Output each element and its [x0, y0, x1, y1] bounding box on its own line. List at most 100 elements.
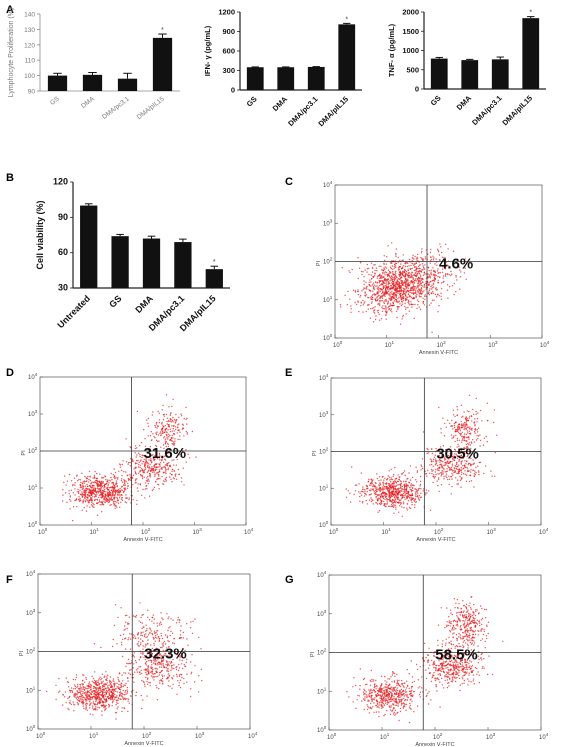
- event-dot: [428, 274, 431, 276]
- event-dot: [406, 262, 408, 264]
- event-dot: [404, 498, 406, 500]
- event-dot: [406, 283, 408, 285]
- event-dot: [468, 428, 471, 430]
- event-dot: [111, 479, 113, 481]
- event-dot: [384, 486, 386, 488]
- event-dot: [447, 297, 449, 299]
- event-dot: [406, 492, 408, 494]
- event-dot: [160, 467, 163, 469]
- event-dot: [110, 686, 112, 688]
- event-dot: [178, 674, 181, 676]
- event-dot: [176, 675, 178, 678]
- event-dot: [113, 691, 115, 693]
- event-dot: [375, 482, 377, 485]
- event-dot: [167, 438, 169, 440]
- y-tick-label: 103: [323, 218, 333, 227]
- x-tick-label: 103: [488, 340, 498, 349]
- event-dot: [155, 433, 158, 436]
- event-dot: [123, 684, 125, 686]
- y-tick-exponent: 1: [330, 295, 333, 300]
- event-dot: [92, 492, 95, 494]
- event-dot: [424, 492, 427, 494]
- event-dot: [102, 703, 105, 705]
- event-dot: [178, 667, 181, 669]
- event-dot: [390, 296, 393, 299]
- event-dot: [373, 311, 375, 313]
- event-dot: [89, 703, 91, 706]
- event-dot: [155, 463, 158, 465]
- event-dot: [378, 488, 380, 490]
- event-dot: [402, 480, 405, 483]
- event-dot: [89, 700, 91, 703]
- event-dot: [405, 481, 407, 483]
- event-dot: [101, 495, 103, 497]
- event-dot: [411, 276, 413, 278]
- event-dot: [379, 297, 381, 299]
- event-dot: [362, 304, 364, 306]
- event-dot: [164, 464, 167, 466]
- event-dot: [366, 491, 368, 493]
- event-dot: [143, 635, 146, 638]
- event-dot: [87, 485, 89, 488]
- event-dot: [410, 486, 412, 488]
- event-dot: [110, 691, 112, 693]
- event-dot: [439, 243, 441, 245]
- event-dot: [153, 638, 155, 640]
- event-dot: [400, 304, 403, 307]
- y-tick-label: 1200: [218, 8, 235, 17]
- y-tick-label: 0: [231, 86, 235, 95]
- event-dot: [434, 271, 437, 274]
- event-dot: [153, 679, 155, 681]
- event-dot: [373, 288, 376, 291]
- event-dot: [385, 318, 387, 320]
- event-dot: [381, 310, 384, 312]
- event-dot: [394, 293, 397, 296]
- event-dot: [138, 659, 141, 661]
- event-dot: [436, 289, 438, 291]
- event-dot: [165, 413, 168, 416]
- event-dot: [194, 681, 196, 683]
- event-dot: [107, 494, 109, 497]
- event-dot: [386, 498, 388, 501]
- event-dot: [429, 509, 432, 512]
- event-dot: [373, 309, 375, 312]
- event-dot: [70, 489, 73, 491]
- event-dot: [84, 485, 87, 487]
- event-dot: [438, 473, 441, 475]
- event-dot: [127, 710, 129, 713]
- event-dot: [72, 484, 74, 487]
- event-dot: [175, 673, 178, 676]
- event-dot: [452, 436, 455, 439]
- event-dot: [471, 429, 473, 431]
- event-dot: [370, 295, 373, 298]
- event-dot: [132, 637, 134, 639]
- event-dot: [437, 484, 439, 487]
- event-dot: [88, 686, 90, 688]
- event-dot: [418, 270, 420, 272]
- event-dot: [169, 476, 171, 478]
- event-dot: [72, 519, 74, 522]
- event-dot: [460, 466, 462, 469]
- event-dot: [349, 492, 351, 494]
- event-dot: [442, 417, 444, 419]
- event-dot: [385, 492, 388, 495]
- event-dot: [140, 634, 142, 637]
- event-dot: [154, 475, 156, 478]
- event-dot: [437, 280, 439, 282]
- event-dot: [159, 459, 161, 461]
- event-dot: [156, 637, 158, 639]
- event-dot: [110, 689, 112, 691]
- event-dot: [115, 489, 117, 491]
- event-dot: [378, 282, 381, 284]
- event-dot: [382, 483, 384, 485]
- event-dot: [374, 318, 377, 321]
- event-dot: [103, 490, 105, 493]
- event-dot: [458, 427, 461, 429]
- event-dot: [415, 491, 417, 493]
- event-dot: [377, 288, 379, 291]
- event-dot: [90, 497, 92, 499]
- event-dot: [108, 497, 111, 499]
- event-dot: [145, 633, 147, 635]
- event-dot: [459, 269, 461, 271]
- event-dot: [126, 692, 128, 694]
